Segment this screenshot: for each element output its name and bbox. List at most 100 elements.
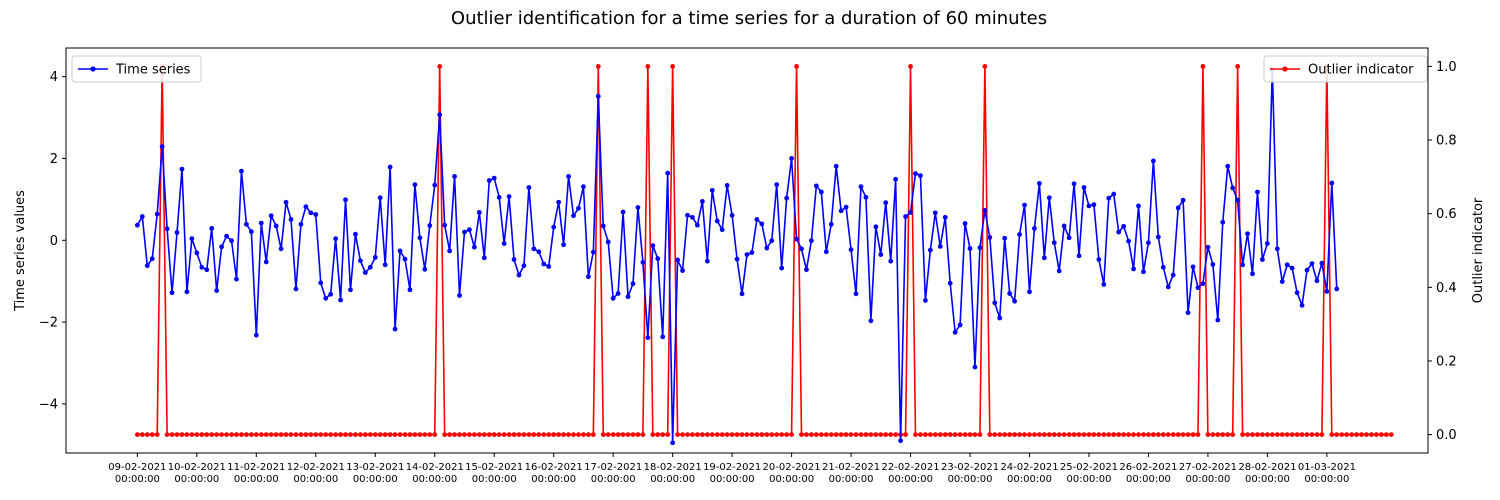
time-series-point: [853, 291, 859, 297]
outlier-indicator-point: [878, 432, 884, 437]
time-series-point: [1106, 195, 1112, 201]
outlier-indicator-point: [521, 432, 527, 437]
time-series-point: [219, 244, 225, 250]
outlier-indicator-point: [1096, 432, 1102, 437]
outlier-indicator-point: [1314, 432, 1320, 437]
time-series-point: [779, 265, 785, 271]
time-series-point: [883, 200, 889, 206]
time-series-point: [1195, 285, 1201, 291]
legend-right-label: Outlier indicator: [1308, 63, 1414, 78]
time-series-point: [709, 187, 715, 193]
time-series-point: [149, 256, 155, 262]
outlier-indicator-point: [402, 432, 408, 437]
time-series-point: [888, 258, 894, 264]
outlier-indicator-point: [1126, 432, 1131, 437]
outlier-indicator-point: [1205, 432, 1211, 437]
outlier-indicator-point: [883, 432, 889, 437]
y2-tick-label: 0.2: [1436, 354, 1457, 369]
time-series-point: [749, 250, 755, 255]
time-series-point: [585, 274, 591, 280]
outlier-indicator-point: [229, 432, 234, 437]
outlier-indicator-point: [585, 432, 591, 437]
outlier-indicator-point: [343, 432, 348, 437]
time-series-point: [680, 268, 685, 273]
x-tick-time-label: 00:00:00: [353, 474, 398, 485]
time-series-point: [1076, 253, 1082, 259]
time-series-point: [1111, 191, 1117, 197]
outlier-indicator-point: [863, 432, 869, 437]
time-series-point: [253, 332, 259, 338]
outlier-indicator-point: [511, 432, 517, 437]
time-series-point: [387, 164, 393, 170]
outlier-indicator-point: [665, 432, 671, 437]
outlier-indicator-point: [1022, 432, 1027, 437]
outlier-indicator-point: [769, 432, 775, 437]
time-series-point: [486, 178, 492, 183]
time-series-point: [744, 252, 750, 257]
outlier-indicator-point: [576, 432, 581, 437]
time-series-point: [481, 255, 487, 261]
y2-tick-label: 0.6: [1436, 207, 1457, 222]
outlier-indicator-point: [144, 432, 150, 437]
time-series-point: [878, 252, 884, 257]
time-series-point: [159, 144, 165, 149]
outlier-indicator-point: [987, 432, 993, 437]
time-series-point: [635, 205, 641, 210]
outlier-indicator-point: [199, 432, 205, 437]
time-series-point: [511, 257, 517, 262]
x-tick-time-label: 00:00:00: [1007, 474, 1052, 485]
outlier-indicator-point: [531, 432, 537, 437]
outlier-indicator-point: [372, 432, 378, 437]
legend-right-marker: [1282, 66, 1288, 72]
time-series-point: [318, 280, 324, 286]
time-series-point: [645, 335, 651, 341]
time-series-point: [774, 182, 780, 188]
outlier-indicator-point: [551, 432, 557, 437]
outlier-indicator-point: [699, 432, 705, 437]
time-series-point: [1017, 232, 1022, 237]
outlier-indicator-point: [1185, 432, 1191, 437]
outlier-indicator-point: [471, 432, 477, 437]
time-series-point: [1274, 246, 1280, 252]
outlier-indicator-point: [387, 432, 393, 437]
time-series-point: [323, 295, 329, 301]
time-series-point: [471, 244, 477, 250]
time-series-point: [571, 213, 576, 219]
outlier-indicator-point: [823, 432, 829, 437]
outlier-indicator-point: [1195, 432, 1201, 437]
outlier-indicator-point: [1190, 432, 1196, 437]
outlier-indicator-point: [323, 432, 329, 437]
outlier-indicator-point: [640, 432, 646, 437]
outlier-indicator-point: [868, 432, 874, 437]
outlier-indicator-point: [1339, 432, 1345, 437]
time-series-point: [1180, 197, 1186, 203]
time-series-point: [1220, 219, 1226, 225]
time-series-point: [1205, 244, 1211, 250]
time-series-point: [1096, 257, 1102, 262]
time-series-point: [1155, 234, 1161, 240]
time-series-point: [139, 214, 145, 219]
time-series-point: [1141, 269, 1146, 275]
y-axis-label: Time series values: [13, 190, 28, 312]
outlier-indicator-point: [1374, 432, 1379, 437]
time-series-point: [719, 227, 725, 233]
outlier-indicator-point: [358, 432, 363, 437]
outlier-indicator-point: [204, 432, 210, 437]
time-series-point: [566, 174, 571, 179]
time-series-point: [234, 276, 239, 282]
x-tick-time-label: 00:00:00: [412, 474, 457, 485]
time-series-point: [293, 286, 299, 292]
time-series-point: [1215, 317, 1221, 323]
time-series-point: [496, 194, 502, 200]
x-tick-label: 28-02-2021: [1238, 462, 1296, 473]
time-series-point: [432, 182, 438, 188]
time-series-point: [754, 217, 760, 222]
time-series-point: [1022, 202, 1027, 208]
time-series-point: [913, 171, 918, 176]
time-series-point: [1299, 302, 1305, 308]
time-series-point: [184, 289, 190, 295]
outlier-indicator-point: [244, 432, 249, 437]
time-series-point: [561, 242, 566, 248]
time-series-point: [362, 270, 368, 275]
outlier-indicator-point: [338, 432, 343, 437]
